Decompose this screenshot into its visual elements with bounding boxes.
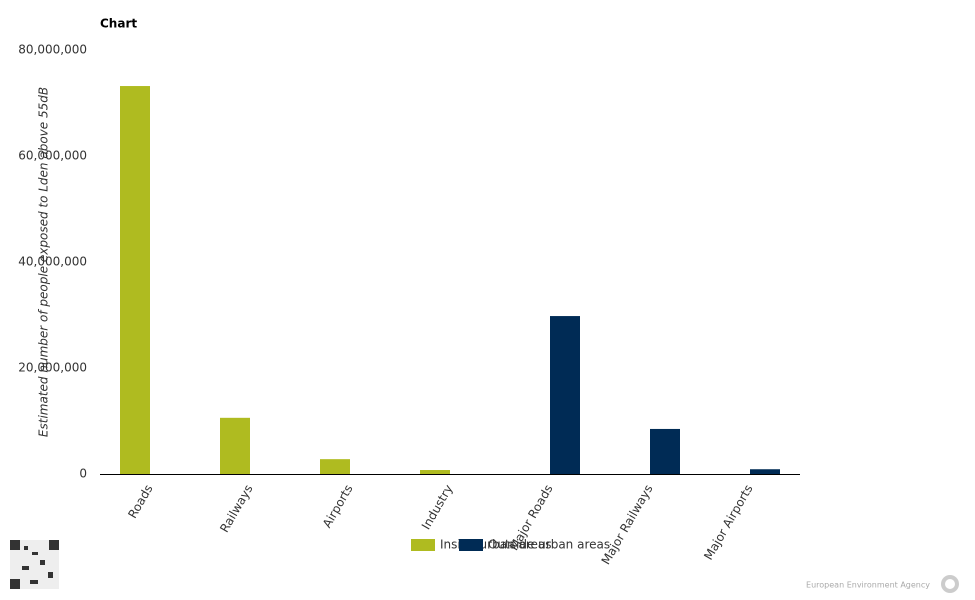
legend-swatch [411, 539, 435, 551]
bar [550, 316, 580, 474]
x-tick-label: Airports [320, 482, 356, 530]
bar [750, 469, 780, 474]
bar [220, 417, 250, 474]
y-tick-label: 20,000,000 [18, 361, 87, 375]
bar [120, 86, 150, 474]
footer-credit: European Environment Agency [806, 581, 930, 590]
y-tick-label: 80,000,000 [18, 43, 87, 57]
x-tick-label: Industry [419, 482, 456, 532]
bar [650, 428, 680, 474]
y-tick-label: 0 [79, 467, 87, 481]
x-tick-label: Major Railways [599, 482, 656, 567]
y-tick-label: 60,000,000 [18, 149, 87, 163]
bar [420, 470, 450, 474]
x-tick-label: Railways [217, 482, 255, 535]
y-axis-title: Estimated number of people exposed to Ld… [37, 87, 51, 437]
y-tick-label: 40,000,000 [18, 255, 87, 269]
x-tick-label: Roads [125, 482, 155, 521]
logo [941, 575, 959, 593]
bar [320, 459, 350, 474]
legend-label: Outside urban areas [488, 538, 610, 552]
legend-swatch [459, 539, 483, 551]
qr-code [10, 540, 59, 589]
chart-title: Chart [100, 17, 137, 31]
x-tick-label: Major Airports [701, 482, 755, 562]
